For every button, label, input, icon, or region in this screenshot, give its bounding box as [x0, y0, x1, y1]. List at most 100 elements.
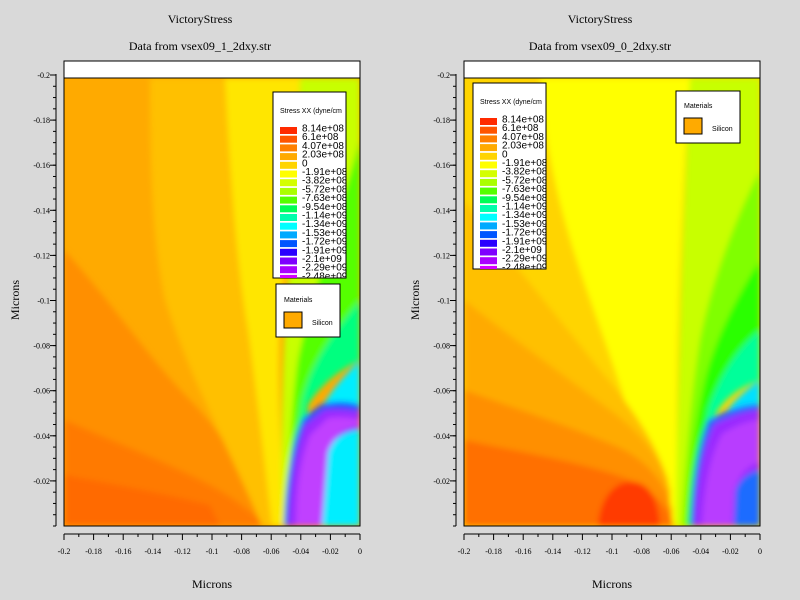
legend-swatch — [280, 248, 297, 256]
legend-swatch — [280, 205, 297, 213]
stress-band-spring — [292, 300, 360, 526]
legend-swatch — [280, 144, 297, 152]
y-tick-label: -0.1 — [437, 297, 450, 306]
legend-label: 0 — [302, 158, 308, 169]
x-tick-label: -0.14 — [544, 547, 561, 556]
legend-swatch — [480, 152, 497, 160]
legend-label: -2.1e+09 — [502, 245, 542, 256]
legend-label: -5.72e+08 — [502, 175, 548, 186]
legend-swatch — [480, 196, 497, 204]
legend-swatch — [480, 213, 497, 221]
legend-swatch — [480, 257, 497, 265]
legend-label: -3.82e+08 — [502, 167, 548, 178]
stress-legend-title: Stress XX (dyne/cm — [480, 99, 542, 106]
y-tick-label: -0.04 — [433, 432, 450, 441]
x-tick-label: -0.16 — [515, 547, 532, 556]
x-tick-label: -0.06 — [263, 547, 280, 556]
materials-legend: Materials Silicon — [275, 283, 341, 338]
legend-label: 0 — [502, 149, 508, 160]
materials-legend-box — [675, 90, 741, 144]
x-tick-label: 0 — [758, 547, 762, 556]
legend-label: 4.07e+08 — [302, 141, 344, 152]
legend-label: -2.48e+09 — [502, 262, 548, 273]
legend-label: 4.07e+08 — [502, 132, 544, 143]
legend-swatch — [280, 257, 297, 265]
legend-label: -1.34e+09 — [302, 219, 348, 230]
legend-label: -1.72e+09 — [302, 237, 348, 248]
legend-label: 6.1e+08 — [302, 132, 339, 143]
legend-label: -1.53e+09 — [302, 228, 348, 239]
y-tick-label: -0.14 — [433, 206, 450, 215]
legend-label: 6.1e+08 — [502, 123, 539, 134]
y-axis-label: Microns — [408, 280, 422, 320]
y-tick-label: -0.06 — [433, 387, 450, 396]
stress-band-spring — [692, 330, 760, 526]
stress-corner-blue — [734, 470, 760, 526]
x-tick-label: -0.02 — [322, 547, 339, 556]
y-tick-label: -0.12 — [33, 251, 50, 260]
x-tick-label: -0.08 — [233, 547, 250, 556]
stress-legend: Stress XX (dyne/cm 8.14e+086.1e+084.07e+… — [272, 91, 348, 279]
y-axis-label: Microns — [8, 280, 22, 320]
legend-label: -2.29e+09 — [502, 254, 548, 265]
x-axis: -0.2 -0.18 -0.16 -0.14 -0.12 -0.1 -0.08 -0.06 -0… — [58, 533, 362, 556]
legend-swatch — [280, 231, 297, 239]
y-tick-label: -0.08 — [433, 342, 450, 351]
legend-swatch — [280, 274, 297, 278]
y-tick-label: -0.1 — [37, 297, 50, 306]
y-tick-label: -0.06 — [33, 387, 50, 396]
legend-swatch — [480, 161, 497, 169]
materials-legend-box — [275, 283, 341, 338]
x-tick-label: -0.16 — [115, 547, 132, 556]
legend-label: -1.91e+08 — [302, 167, 348, 178]
stress-band-magenta — [296, 417, 360, 526]
legend-swatch — [480, 187, 497, 195]
y-tick-label: -0.02 — [433, 477, 450, 486]
x-tick-label: -0.18 — [485, 547, 502, 556]
legend-swatch — [280, 170, 297, 178]
y-tick-label: -0.2 — [37, 71, 50, 80]
legend-swatch — [480, 135, 497, 143]
legend-label: -7.63e+08 — [502, 184, 548, 195]
legend-label: -3.82e+08 — [302, 176, 348, 187]
y-tick-label: -0.2 — [437, 71, 450, 80]
chart-panel-left: VictoryStress Data from vsex09_1_2dxy.st… — [8, 12, 362, 591]
y-tick-label: -0.18 — [33, 116, 50, 125]
legend-swatch — [480, 231, 497, 239]
legend-swatch — [480, 205, 497, 212]
x-tick-label: 0 — [358, 547, 362, 556]
legend-swatch — [280, 135, 297, 143]
chart-panel-right: VictoryStress Data from vsex09_0_2dxy.st… — [408, 12, 762, 591]
x-axis-label: Microns — [192, 577, 232, 591]
legend-swatch — [280, 222, 297, 230]
y-tick-label: -0.02 — [33, 477, 50, 486]
legend-swatch — [280, 153, 297, 161]
legend-label: 2.03e+08 — [502, 141, 544, 152]
y-axis: -0.2 -0.18 -0.16 -0.14 -0.12 -0.1 -0.08 -0.06 -0… — [433, 71, 457, 527]
legend-label: -9.54e+08 — [502, 193, 548, 204]
x-tick-label: -0.02 — [722, 547, 739, 556]
plot-area-frame — [63, 77, 361, 527]
y-tick-label: -0.18 — [433, 116, 450, 125]
stress-band-lime — [676, 78, 760, 526]
legend-swatch — [280, 196, 297, 204]
legend-label: -5.72e+08 — [302, 184, 348, 195]
x-tick-label: -0.18 — [85, 547, 102, 556]
legend-swatch — [480, 178, 497, 186]
legend-label: 8.14e+08 — [302, 124, 344, 135]
plot-top-strip — [63, 60, 361, 79]
legend-swatch — [280, 161, 297, 169]
legend-swatch — [280, 214, 297, 221]
chart-subtitle: Data from vsex09_0_2dxy.str — [529, 39, 671, 53]
legend-label: -1.34e+09 — [502, 210, 548, 221]
y-tick-label: -0.12 — [433, 251, 450, 260]
stress-band-green-light — [682, 170, 760, 526]
x-tick-label: -0.04 — [292, 547, 309, 556]
materials-legend-title: Materials — [684, 103, 713, 110]
legend-label: -1.91e+08 — [502, 158, 548, 169]
legend-swatch — [280, 179, 297, 187]
stress-legend: Stress XX (dyne/cm 8.14e+086.1e+084.07e+… — [472, 82, 548, 273]
legend-swatch — [480, 118, 497, 125]
legend-label: -2.29e+09 — [302, 263, 348, 274]
legend-label: -9.54e+08 — [302, 202, 348, 213]
